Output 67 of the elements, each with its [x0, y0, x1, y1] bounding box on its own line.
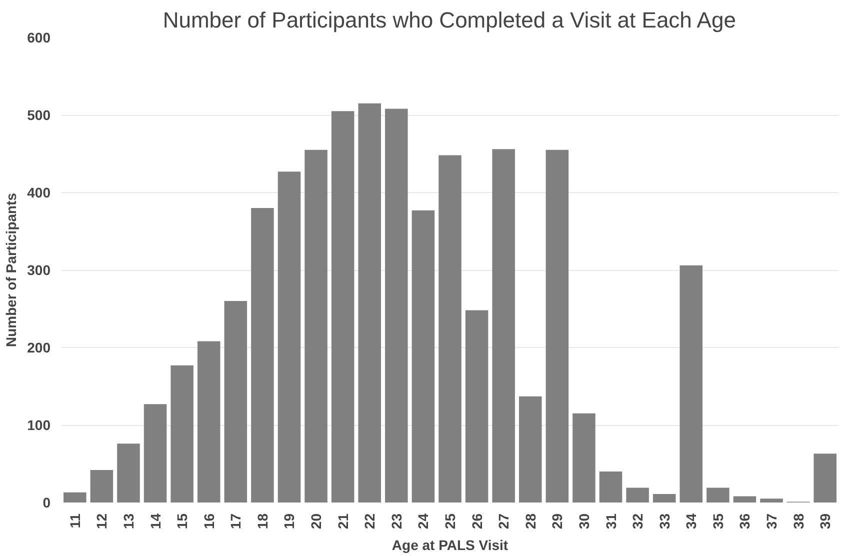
x-tick-label: 17 [228, 513, 244, 530]
bar [680, 265, 703, 502]
x-tick-label: 14 [147, 513, 164, 530]
y-tick-label: 100 [27, 417, 51, 433]
x-axis-title: Age at PALS Visit [392, 537, 508, 554]
chart-title: Number of Participants who Completed a Visit at Each Age [162, 8, 736, 32]
y-tick-label: 400 [27, 184, 51, 200]
bar [304, 150, 328, 502]
y-tick-label: 200 [27, 340, 51, 356]
bar [358, 103, 382, 502]
bar [706, 488, 730, 502]
bar [652, 494, 676, 502]
x-tick-label: 22 [362, 513, 378, 530]
bar [331, 111, 354, 502]
x-tick-label: 20 [308, 513, 324, 530]
x-tick-label: 13 [120, 513, 136, 530]
x-tick-label: 26 [468, 513, 485, 530]
x-tick-label: 19 [281, 513, 298, 530]
x-tick-label: 31 [602, 513, 619, 530]
bar [599, 472, 622, 502]
x-tick-label: 30 [576, 513, 592, 530]
bar [572, 413, 596, 502]
y-tick-label: 300 [27, 262, 51, 278]
x-tick-label: 35 [710, 513, 726, 530]
bar [412, 210, 435, 502]
bar [224, 301, 248, 502]
x-tick-label: 39 [817, 513, 834, 530]
bar [197, 341, 220, 502]
x-tick-label: 27 [496, 513, 512, 530]
bar [465, 310, 488, 502]
bar [492, 149, 515, 502]
bar [117, 444, 140, 502]
bar [64, 492, 86, 502]
bar [760, 498, 783, 502]
x-tick-label: 18 [254, 513, 270, 530]
bar [278, 172, 301, 502]
x-tick-label: 21 [334, 513, 351, 530]
y-tick-label: 500 [27, 107, 51, 123]
x-tick-label: 34 [683, 513, 700, 530]
x-tick-label: 29 [549, 513, 566, 530]
bar [518, 396, 542, 502]
y-axis-title: Number of Participants [3, 192, 20, 348]
x-tick-label: 12 [94, 513, 110, 530]
x-tick-label: 15 [174, 513, 190, 530]
x-tick-label: 38 [790, 513, 806, 530]
y-tick-label: 0 [42, 494, 51, 510]
bar [90, 470, 114, 502]
y-tick-label: 600 [27, 30, 51, 46]
bar [438, 155, 462, 502]
x-tick-label: 36 [736, 513, 753, 530]
bar [251, 208, 274, 502]
bar [546, 150, 569, 502]
bar [385, 108, 408, 502]
bar [733, 496, 756, 502]
x-tick-label: 37 [764, 513, 780, 530]
bar [170, 365, 194, 502]
x-tick-label: 32 [630, 513, 646, 530]
x-tick-label: 11 [66, 513, 83, 528]
bar [814, 454, 836, 502]
x-tick-label: 33 [656, 513, 672, 530]
x-tick-label: 24 [415, 513, 432, 530]
bar [626, 488, 649, 502]
x-tick-label: 23 [388, 513, 404, 530]
x-tick-label: 16 [200, 513, 217, 530]
bar [144, 404, 167, 502]
x-tick-label: 25 [442, 513, 458, 530]
x-tick-label: 28 [522, 513, 538, 530]
